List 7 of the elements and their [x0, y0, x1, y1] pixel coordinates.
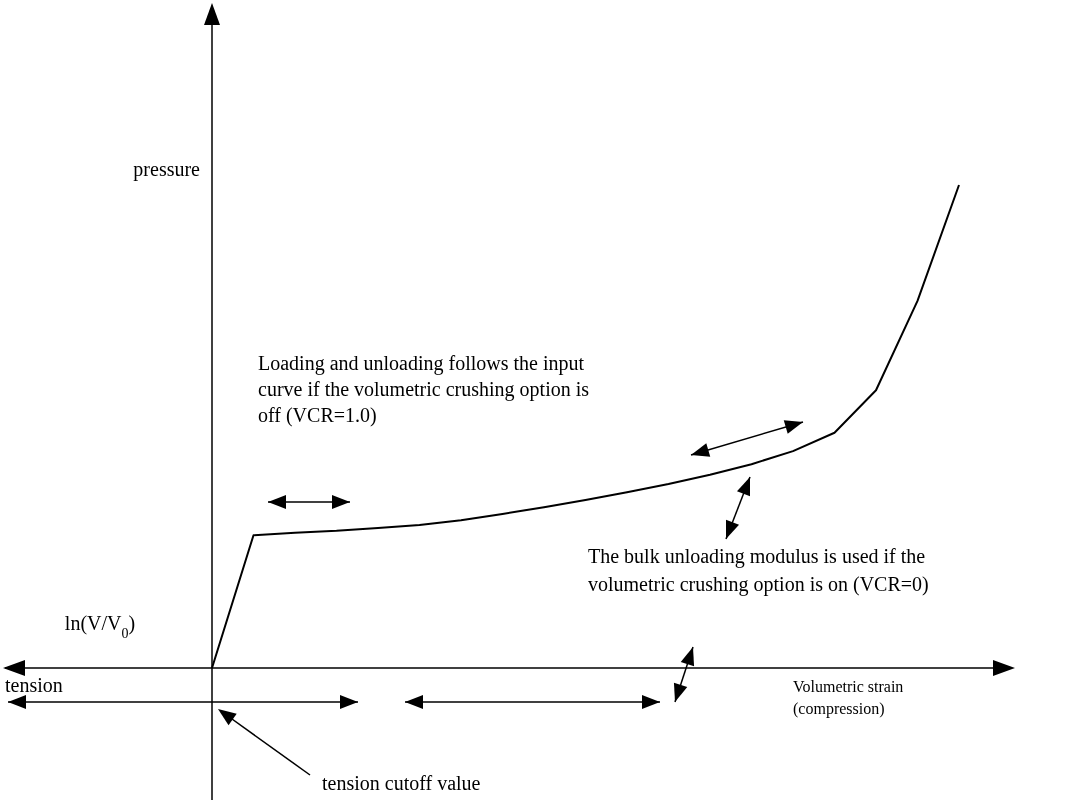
annotation: The bulk unloading modulus is used if the volumetric crushing option is on (VCR=0) [588, 545, 929, 596]
x-axis-title: Volumetric strain (compression) [793, 678, 904, 718]
annotation: Loading and unloading follows the input curve if the volumetric crushing option is off (VCR=1.0) [258, 352, 590, 427]
text: tension [5, 674, 63, 696]
text: ln(V/V$_{0}$) [64, 612, 136, 641]
y-axis-title: pressure [133, 158, 201, 181]
text: tension cutoff value [322, 772, 481, 794]
